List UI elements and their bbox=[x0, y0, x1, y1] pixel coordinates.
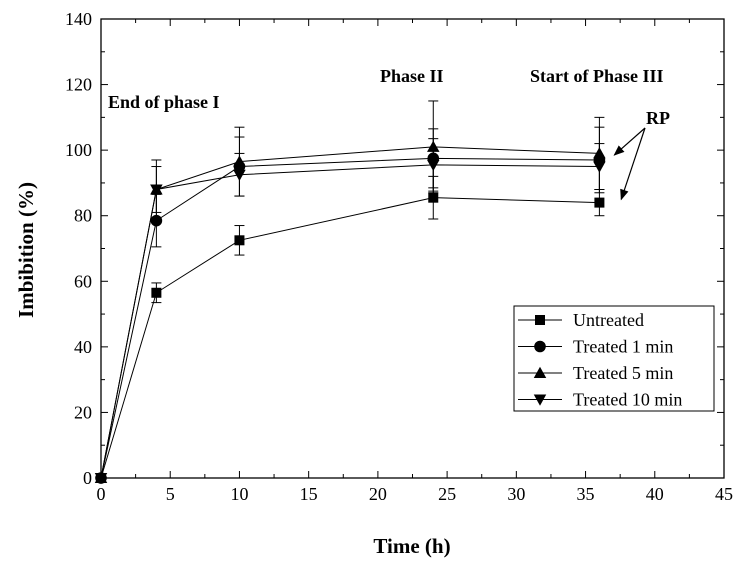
annotation-phase-2: Phase II bbox=[380, 66, 444, 86]
legend-label: Untreated bbox=[573, 310, 644, 330]
x-tick-label: 35 bbox=[577, 484, 595, 504]
y-tick-label: 60 bbox=[74, 271, 92, 291]
y-tick-label: 100 bbox=[65, 140, 92, 160]
series-triangle-down bbox=[94, 138, 606, 485]
legend-label: Treated 5 min bbox=[573, 363, 673, 383]
data-point bbox=[427, 159, 440, 172]
y-tick-label: 0 bbox=[83, 468, 92, 488]
y-tick-label: 140 bbox=[65, 9, 92, 29]
x-axis-title: Time (h) bbox=[373, 534, 450, 558]
series-circle bbox=[95, 126, 606, 484]
data-point bbox=[151, 287, 162, 298]
data-point bbox=[594, 197, 605, 208]
y-tick-label: 120 bbox=[65, 75, 92, 95]
y-tick-label: 20 bbox=[74, 402, 92, 422]
annotation-rp: RP bbox=[646, 108, 670, 128]
legend-box bbox=[513, 305, 715, 412]
x-tick-label: 30 bbox=[507, 484, 525, 504]
x-tick-label: 45 bbox=[715, 484, 733, 504]
data-point bbox=[234, 235, 245, 246]
plot-area bbox=[94, 100, 606, 485]
y-tick-label: 80 bbox=[74, 206, 92, 226]
x-tick-label: 10 bbox=[230, 484, 248, 504]
annotations: End of phase I Phase II Start of Phase I… bbox=[108, 66, 670, 201]
data-point bbox=[150, 184, 163, 196]
rp-arrow bbox=[613, 127, 646, 156]
legend-label: Treated 1 min bbox=[573, 337, 673, 357]
y-tick-label: 40 bbox=[74, 337, 92, 357]
legend: Untreated Treated 1 min Treated 5 min Treat… bbox=[513, 305, 715, 412]
x-tick-label: 15 bbox=[300, 484, 318, 504]
legend-marker-circle bbox=[534, 340, 546, 353]
annotation-start-of-phase-3: Start of Phase III bbox=[530, 66, 664, 86]
rp-arrow bbox=[620, 127, 646, 201]
x-tick-label: 0 bbox=[97, 484, 106, 504]
legend-marker-triangle-up bbox=[533, 366, 547, 378]
legend-label: Treated 10 min bbox=[573, 390, 682, 410]
legend-marker-triangle-down bbox=[533, 394, 547, 406]
data-point bbox=[94, 473, 108, 485]
y-axis-title: Imbibition (%) bbox=[14, 182, 38, 318]
annotation-end-of-phase-1: End of phase I bbox=[108, 92, 220, 112]
data-point bbox=[233, 169, 246, 181]
x-tick-label: 5 bbox=[166, 484, 175, 504]
data-point bbox=[593, 161, 606, 173]
x-tick-label: 40 bbox=[646, 484, 664, 504]
data-point bbox=[150, 214, 163, 227]
data-point bbox=[428, 192, 439, 203]
x-tick-label: 20 bbox=[369, 484, 387, 504]
legend-marker-square bbox=[535, 315, 545, 325]
series-triangle-up bbox=[94, 100, 606, 483]
x-tick-label: 25 bbox=[438, 484, 456, 504]
axes: 0 5 10 15 20 25 30 35 40 45 0 20 40 60 80 100 120 140 bbox=[65, 9, 733, 504]
